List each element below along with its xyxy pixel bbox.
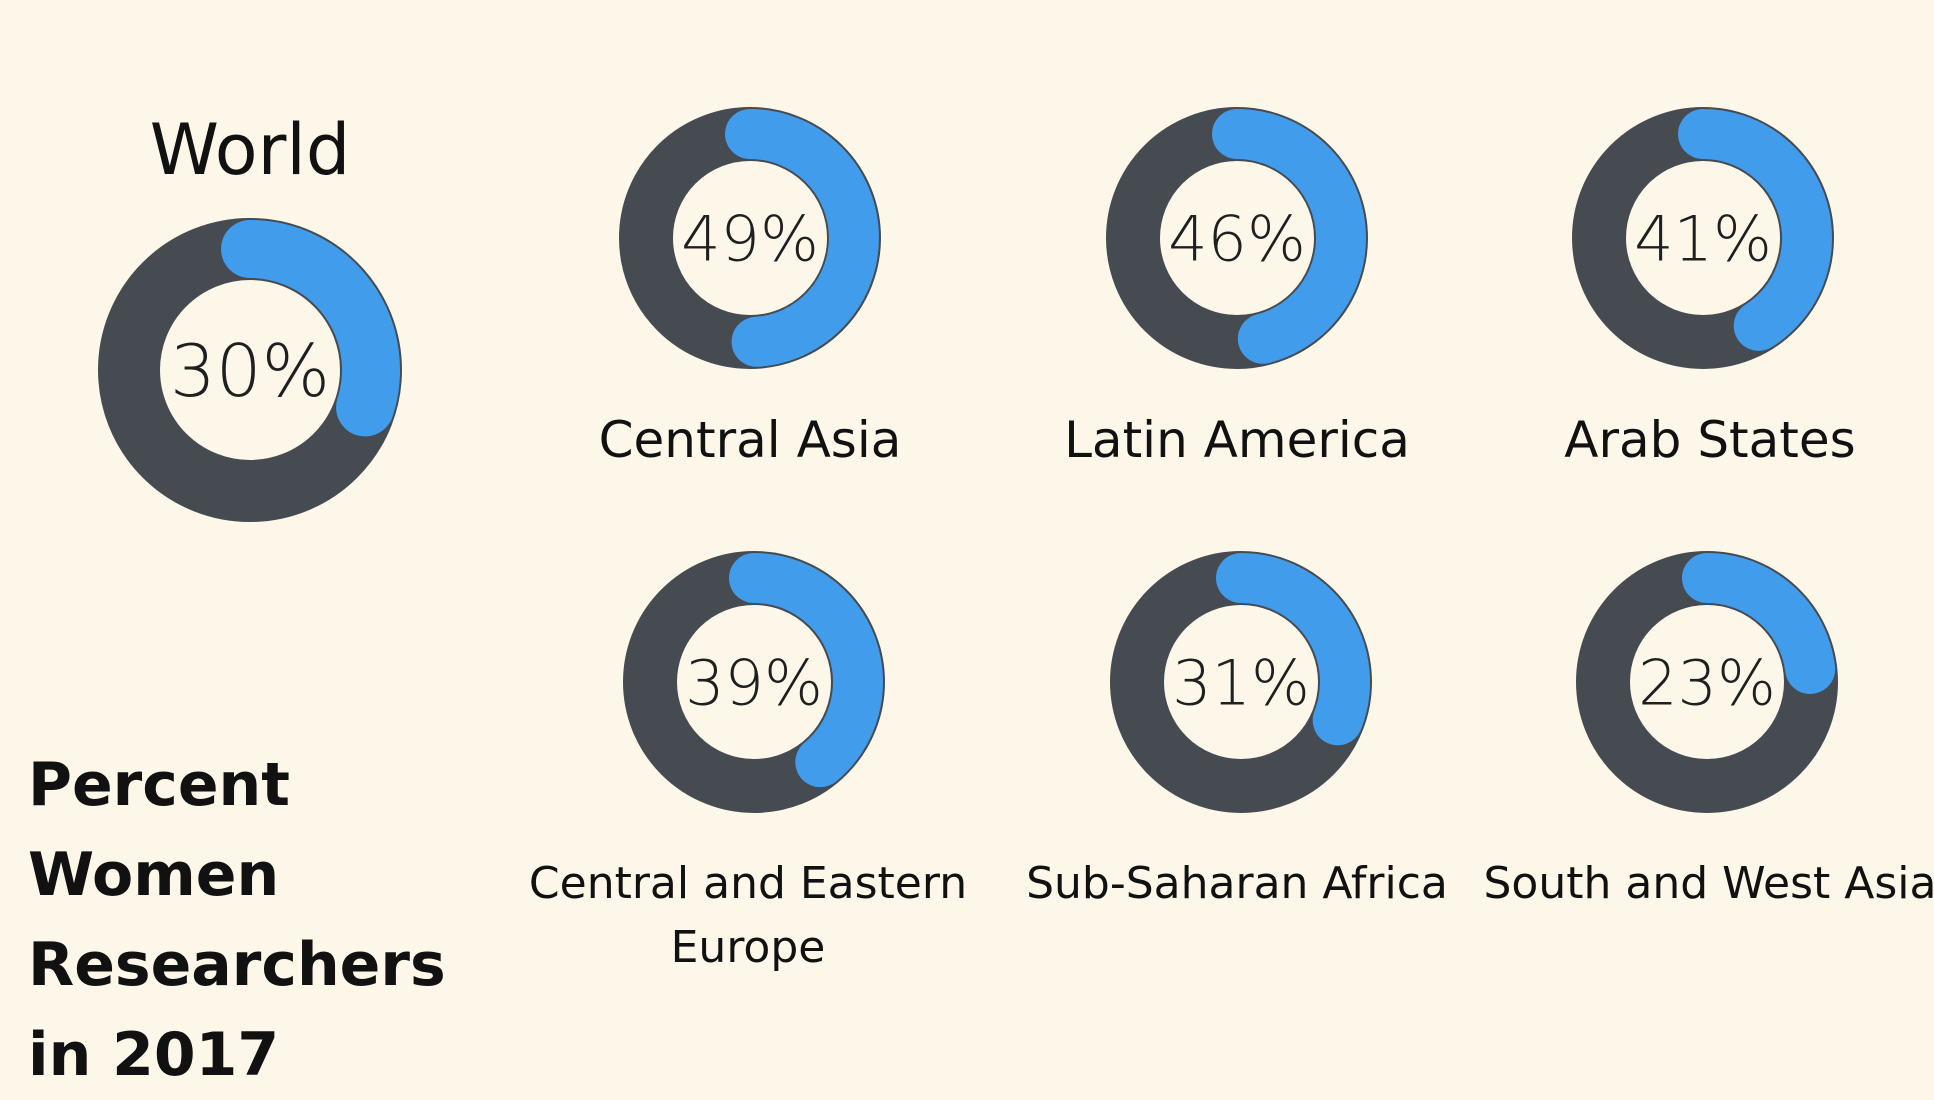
world-donut: 30% [98, 218, 402, 522]
sub-saharan-africa-donut: 31% [1110, 551, 1372, 813]
sub-saharan-africa-value-label: 31% [1172, 646, 1310, 719]
arab-states-share-arc [1678, 109, 1832, 351]
chart-title: Percent Women Researchers in 2017 [28, 750, 446, 1090]
sub-saharan-africa-share-arc [1216, 553, 1370, 746]
south-west-asia-value-label: 23% [1638, 646, 1776, 719]
arab-states-value-label: 41% [1634, 202, 1772, 275]
world-share-arc [221, 220, 400, 437]
central-eastern-europe-value-label: 39% [685, 646, 823, 719]
south-west-asia-label: South and West Asia [1483, 858, 1934, 909]
latin-america-label: Latin America [1064, 411, 1410, 469]
central-eastern-europe-label: Central and Eastern Europe [528, 858, 968, 973]
latin-america-donut: 46% [1106, 107, 1368, 369]
sub-saharan-africa-label: Sub-Saharan Africa [1026, 858, 1448, 909]
latin-america-value-label: 46% [1168, 202, 1306, 275]
world-value-label: 30% [170, 329, 330, 413]
central-asia-donut: 49% [619, 107, 881, 369]
central-asia-share-arc [725, 109, 879, 367]
central-eastern-europe-donut: 39% [623, 551, 885, 813]
latin-america-share-arc [1212, 109, 1366, 364]
world-label: World [149, 109, 351, 191]
central-asia-value-label: 49% [681, 202, 819, 275]
arab-states-label: Arab States [1564, 411, 1856, 469]
arab-states-donut: 41% [1572, 107, 1834, 369]
central-eastern-europe-share-arc [729, 553, 883, 788]
central-asia-label: Central Asia [598, 411, 902, 469]
south-west-asia-donut: 23% [1576, 551, 1838, 813]
south-west-asia-share-arc [1682, 553, 1836, 694]
